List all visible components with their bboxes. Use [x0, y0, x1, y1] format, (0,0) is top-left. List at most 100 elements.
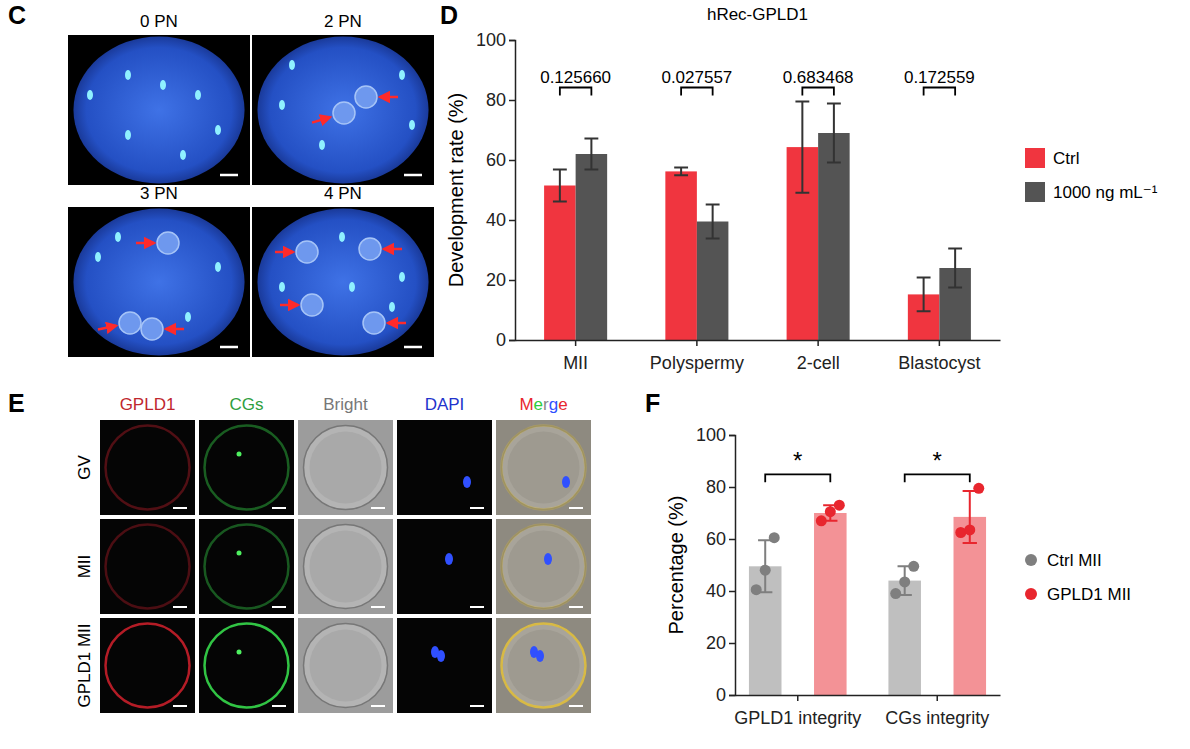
scale-bar: [173, 606, 187, 608]
x-tick: Blastocyst: [898, 340, 980, 373]
pronucleus: [119, 312, 141, 334]
x-tick-mark: [939, 340, 941, 346]
legend: Ctrl1000 ng mL⁻¹: [1025, 148, 1158, 202]
y-tick: 0: [716, 685, 735, 705]
chromatin: [536, 650, 544, 662]
image-background: [298, 618, 393, 713]
x-axis: GPLD1 integrityCGs integrity: [734, 695, 1000, 728]
micrograph: [397, 519, 492, 614]
annotation: *: [933, 447, 942, 474]
spot: [115, 232, 121, 242]
spot: [319, 140, 325, 150]
image-background: [496, 420, 591, 515]
cg-dot: [237, 452, 242, 457]
y-tick: 40: [706, 581, 735, 601]
scale-bar: [569, 507, 583, 509]
arrow: [280, 304, 298, 307]
x-tick-label: Polyspermy: [650, 353, 744, 373]
y-tick: 100: [476, 30, 515, 50]
chromatin: [544, 553, 552, 565]
spot: [160, 80, 166, 90]
scale-bar: [272, 606, 286, 608]
micrograph: [199, 519, 294, 614]
y-tick-label: 0: [496, 330, 506, 350]
y-tick-label: 80: [486, 90, 506, 110]
y-tick-label: 20: [706, 633, 726, 653]
image-background: [252, 35, 434, 185]
annotation: 0.683468: [783, 68, 854, 87]
y-tick-mark: [729, 539, 735, 541]
chromatin: [562, 476, 570, 488]
column-head: Bright: [323, 395, 368, 414]
cg-dot: [237, 551, 242, 556]
spot: [399, 70, 405, 80]
x-tick-mark: [817, 340, 819, 346]
x-tick: CGs integrity: [885, 695, 989, 728]
image-background: [199, 420, 294, 515]
cytoplasm: [508, 432, 580, 504]
scale-bar: [470, 507, 484, 509]
y-tick-label: 40: [486, 210, 506, 230]
y-axis-title: Development rate (%): [445, 93, 467, 288]
legend-label: Ctrl: [1053, 149, 1079, 168]
legend-label: GPLD1 MII: [1047, 585, 1131, 604]
chromatin: [445, 553, 453, 565]
y-tick-mark: [729, 435, 735, 437]
pronucleus: [333, 102, 355, 124]
chart-title: hRec-GPLD1: [707, 5, 808, 24]
chromatin: [463, 476, 471, 488]
scale-bar: [173, 705, 187, 707]
y-tick-mark: [509, 220, 515, 222]
merge-ring: [502, 624, 586, 708]
y-axis-line: [509, 41, 516, 341]
cytoplasm: [310, 432, 382, 504]
y-tick-label: 0: [716, 685, 726, 705]
micrograph: [100, 519, 195, 614]
scale-bar: [470, 705, 484, 707]
gpld1-ring: [106, 624, 190, 708]
x-tick-label: Blastocyst: [898, 353, 980, 373]
y-tick-mark: [729, 591, 735, 593]
micrograph: [100, 618, 195, 713]
image-background: [397, 519, 492, 614]
scale-bar: [569, 606, 583, 608]
y-tick-label: 40: [706, 581, 726, 601]
oocyte: [304, 624, 388, 708]
y-tick-mark: [509, 280, 515, 282]
data-point: [825, 506, 836, 517]
y-tick: 60: [486, 150, 515, 170]
merge-ring: [502, 426, 586, 510]
data-point: [760, 565, 771, 576]
x-tick: MII: [563, 340, 588, 373]
y-tick: 60: [706, 529, 735, 549]
pn-image: [252, 35, 434, 185]
y-tick: 80: [486, 90, 515, 110]
bracket: [924, 88, 956, 96]
scale-bar: [371, 705, 385, 707]
x-tick-label: MII: [563, 353, 588, 373]
pronucleus: [363, 312, 385, 334]
spot: [195, 90, 201, 100]
panel-letter: F: [645, 389, 660, 417]
chromatin: [437, 650, 445, 662]
y-tick-label: 100: [696, 425, 726, 445]
scale-bar: [272, 705, 286, 707]
y-tick: 80: [706, 477, 735, 497]
cg-ring: [205, 525, 289, 609]
y-tick-label: 20: [486, 270, 506, 290]
error-bar: [948, 249, 962, 288]
figure: C0 PN2 PN3 PN4 PNEGPLD1CGsBrightDAPIMerg…: [0, 0, 1190, 749]
image-background: [100, 618, 195, 713]
bar: [888, 581, 921, 695]
y-tick-mark: [509, 100, 515, 102]
y-tick: 20: [706, 633, 735, 653]
y-tick-label: 100: [476, 30, 506, 50]
row-label: GV: [75, 455, 94, 480]
data-point: [973, 483, 984, 494]
y-tick: 0: [496, 330, 515, 350]
annotation: 0.172559: [904, 68, 975, 87]
cytoplasm: [508, 630, 580, 702]
x-axis-line: [516, 340, 1001, 342]
spot: [279, 100, 285, 110]
micrograph: [397, 420, 492, 515]
